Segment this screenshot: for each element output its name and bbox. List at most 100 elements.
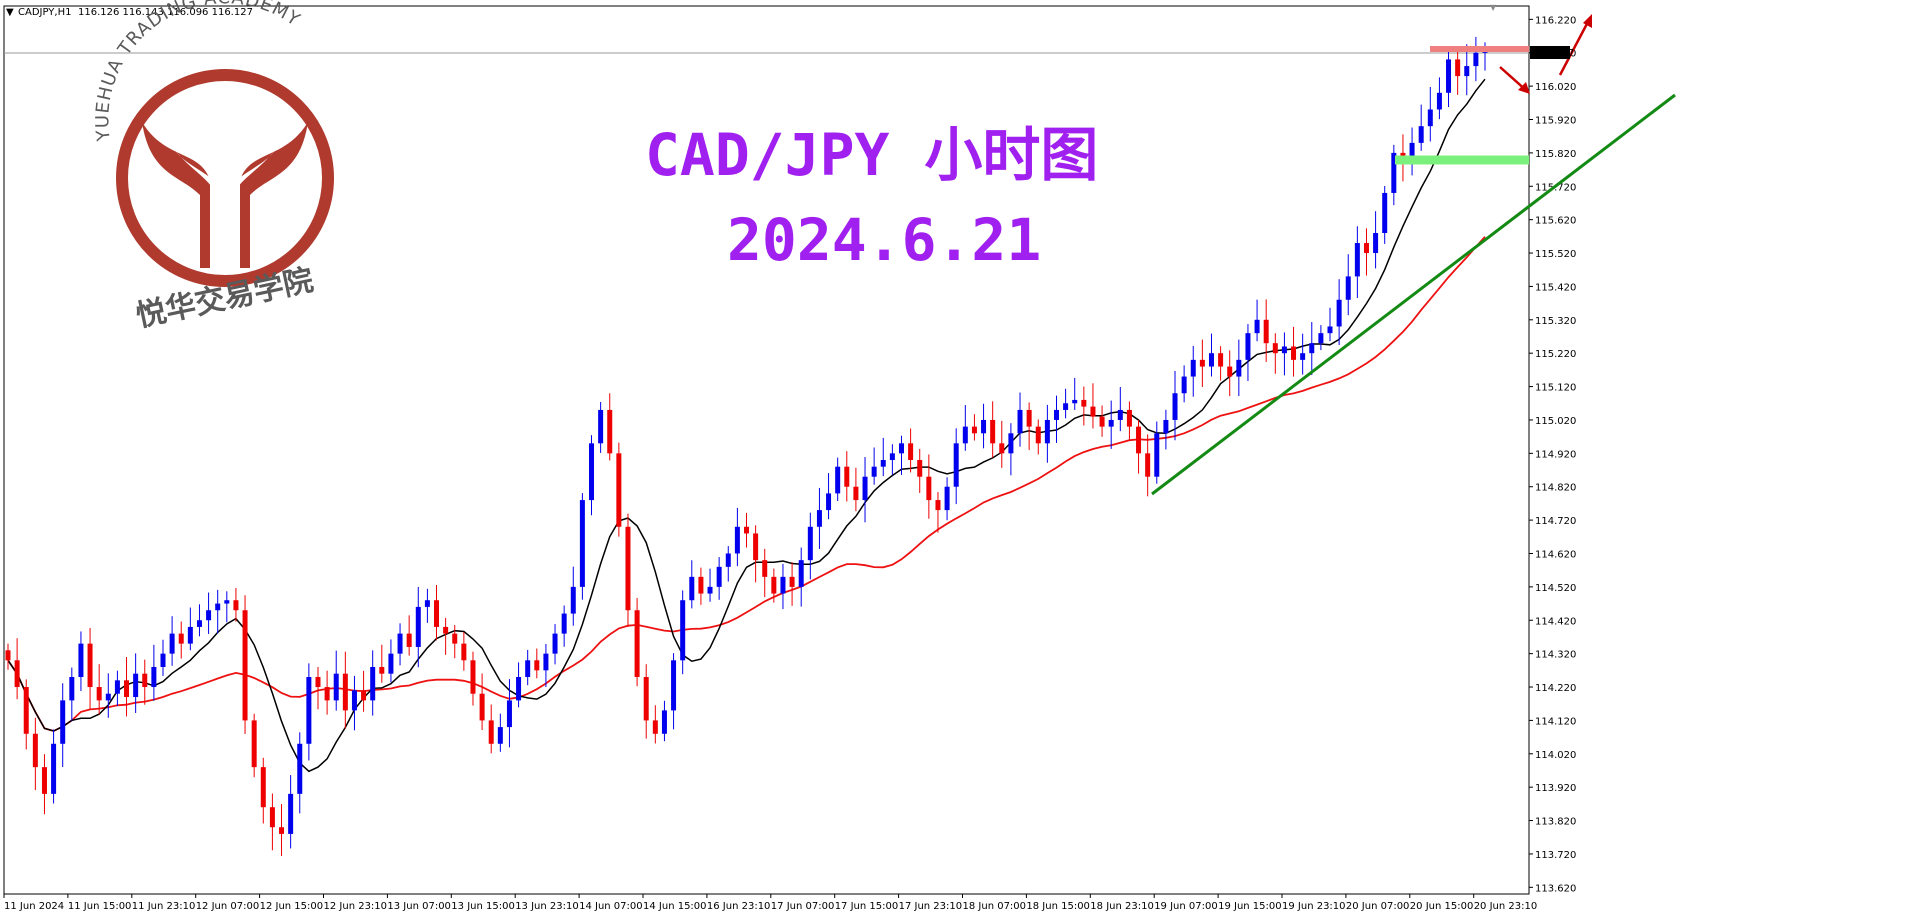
candle-body[interactable] — [114, 680, 120, 694]
candle-body[interactable] — [908, 443, 914, 461]
candle-body[interactable] — [452, 633, 458, 644]
candle-body[interactable] — [1245, 333, 1251, 360]
candle-body[interactable] — [333, 673, 339, 701]
candle-body[interactable] — [798, 560, 804, 587]
candle-body[interactable] — [1272, 343, 1278, 354]
candle-body[interactable] — [880, 460, 886, 467]
candle-body[interactable] — [871, 466, 877, 477]
candle-body[interactable] — [1418, 126, 1424, 143]
candle-body[interactable] — [1236, 359, 1242, 377]
candle-body[interactable] — [41, 767, 47, 794]
candle-body[interactable] — [935, 500, 941, 511]
candle-body[interactable] — [415, 606, 421, 647]
candle-body[interactable] — [835, 466, 841, 494]
candle-body[interactable] — [1072, 399, 1078, 404]
candle-body[interactable] — [725, 553, 731, 567]
candle-body[interactable] — [981, 419, 987, 434]
candle-body[interactable] — [406, 633, 412, 647]
plot-area[interactable] — [3, 5, 1530, 895]
candle-body[interactable] — [680, 600, 686, 661]
candle-body[interactable] — [1363, 243, 1369, 254]
candle-body[interactable] — [1473, 52, 1479, 67]
candle-body[interactable] — [1044, 419, 1050, 444]
candle-body[interactable] — [1391, 152, 1397, 193]
candle-body[interactable] — [616, 453, 622, 527]
candle-body[interactable] — [479, 693, 485, 721]
candle-body[interactable] — [105, 693, 111, 701]
candle-body[interactable] — [160, 653, 166, 667]
candle-body[interactable] — [78, 643, 84, 678]
candle-body[interactable] — [971, 426, 977, 434]
candle-body[interactable] — [780, 576, 786, 594]
candle-body[interactable] — [525, 660, 531, 678]
candle-body[interactable] — [990, 419, 996, 444]
candle-body[interactable] — [379, 666, 385, 674]
candle-body[interactable] — [124, 680, 130, 698]
candle-body[interactable] — [862, 476, 868, 501]
candle-body[interactable] — [689, 576, 695, 601]
candle-body[interactable] — [1291, 346, 1297, 360]
candle-body[interactable] — [661, 710, 667, 734]
candle-body[interactable] — [671, 660, 677, 711]
candle-body[interactable] — [552, 633, 558, 654]
candle-body[interactable] — [1354, 243, 1360, 277]
candle-body[interactable] — [351, 690, 357, 711]
candle-body[interactable] — [734, 526, 740, 554]
candle-body[interactable] — [1108, 419, 1114, 427]
candle-body[interactable] — [315, 677, 321, 688]
candle-body[interactable] — [370, 666, 376, 701]
candle-body[interactable] — [324, 687, 330, 701]
candle-body[interactable] — [388, 653, 394, 674]
candle-body[interactable] — [1117, 409, 1123, 420]
candle-body[interactable] — [1409, 142, 1415, 160]
candle-body[interactable] — [60, 700, 66, 744]
candle-body[interactable] — [707, 586, 713, 594]
candle-body[interactable] — [589, 443, 595, 501]
candle-body[interactable] — [598, 409, 604, 444]
candle-body[interactable] — [826, 493, 832, 511]
candle-body[interactable] — [999, 443, 1005, 454]
candle-body[interactable] — [1436, 92, 1442, 110]
candle-body[interactable] — [762, 560, 768, 577]
candle-body[interactable] — [269, 807, 275, 828]
candle-body[interactable] — [953, 443, 959, 487]
candle-body[interactable] — [215, 603, 221, 611]
candle-body[interactable] — [51, 743, 57, 794]
candle-body[interactable] — [816, 510, 822, 527]
candle-body[interactable] — [1063, 403, 1069, 410]
candle-body[interactable] — [543, 653, 549, 671]
candle-body[interactable] — [32, 733, 38, 768]
candle-body[interactable] — [14, 660, 20, 688]
candle-body[interactable] — [1208, 353, 1214, 367]
candle-body[interactable] — [5, 650, 11, 661]
candle-body[interactable] — [297, 743, 303, 794]
candle-body[interactable] — [1017, 409, 1023, 434]
candle-body[interactable] — [506, 700, 512, 728]
candle-body[interactable] — [488, 720, 494, 744]
candle-body[interactable] — [1145, 453, 1151, 477]
candle-body[interactable] — [260, 767, 266, 808]
candle-body[interactable] — [23, 687, 29, 734]
candle-body[interactable] — [1427, 109, 1433, 127]
candle-body[interactable] — [397, 633, 403, 654]
candle-body[interactable] — [224, 600, 230, 604]
candle-body[interactable] — [1455, 59, 1461, 77]
candle-body[interactable] — [698, 576, 704, 594]
candle-body[interactable] — [133, 673, 139, 698]
candle-body[interactable] — [917, 460, 923, 477]
candle-body[interactable] — [96, 687, 102, 701]
candle-body[interactable] — [1254, 319, 1260, 334]
candle-body[interactable] — [497, 727, 503, 744]
down-arrow[interactable] — [1499, 66, 1530, 94]
candle-body[interactable] — [607, 409, 613, 454]
scroll-marker-icon[interactable]: ▼ — [1490, 3, 1497, 12]
candle-body[interactable] — [251, 720, 257, 768]
candle-body[interactable] — [789, 576, 795, 587]
candle-body[interactable] — [142, 673, 148, 688]
candle-body[interactable] — [434, 600, 440, 627]
candle-body[interactable] — [1163, 419, 1169, 434]
candle-body[interactable] — [1008, 433, 1014, 454]
candle-body[interactable] — [169, 633, 175, 654]
candle-body[interactable] — [744, 526, 749, 534]
